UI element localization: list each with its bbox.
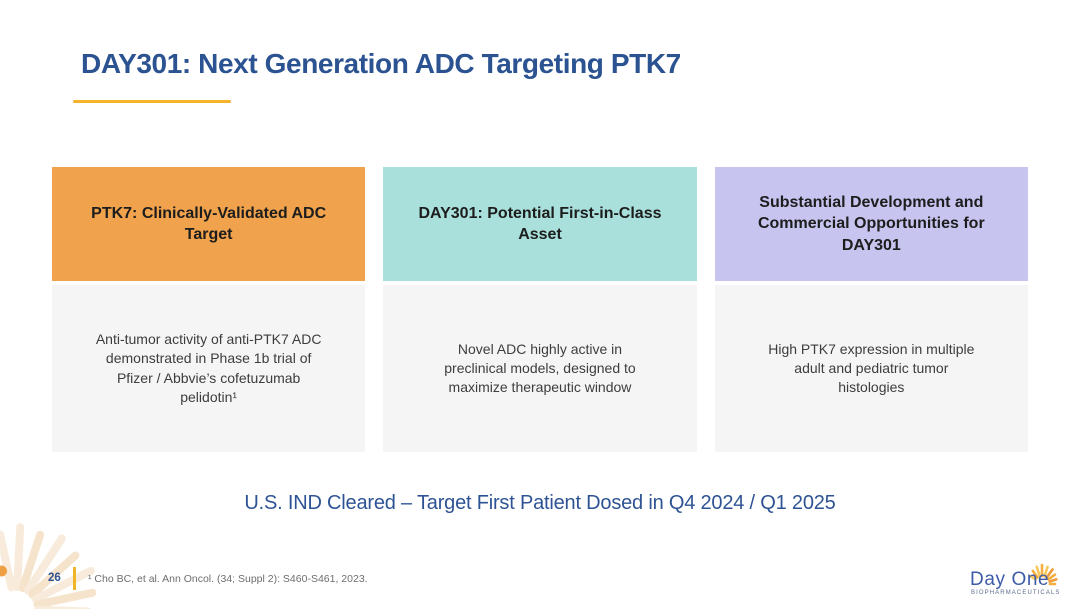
column-day301-asset: DAY301: Potential First-in-Class Asset N… [383,167,697,452]
corner-sunburst-decoration [0,523,97,609]
column-body-text: Novel ADC highly active in preclinical m… [444,340,636,396]
column-body: Novel ADC highly active in preclinical m… [383,285,697,452]
column-body-text: High PTK7 expression in multiple adult a… [768,340,975,396]
page-title: DAY301: Next Generation ADC Targeting PT… [81,48,681,79]
logo-sunburst-icon [1029,563,1058,586]
logo-subtext: BIOPHARMACEUTICALS [971,590,1061,596]
column-opportunities: Substantial Development and Commercial O… [714,167,1028,452]
column-ptk7-target: PTK7: Clinically-Validated ADC Target An… [52,167,366,452]
day-one-logo: Day One BIOPHARMACEUTICALS [966,550,1076,602]
page-number: 26 [48,572,61,584]
three-column-layout: PTK7: Clinically-Validated ADC Target An… [52,167,1028,452]
column-header: DAY301: Potential First-in-Class Asset [383,167,697,281]
column-header: PTK7: Clinically-Validated ADC Target [52,167,366,281]
footer-divider [73,567,76,590]
column-body-text: Anti-tumor activity of anti-PTK7 ADC dem… [95,330,322,405]
column-body: Anti-tumor activity of anti-PTK7 ADC dem… [52,285,366,452]
ind-clearance-statement: U.S. IND Cleared – Target First Patient … [244,492,836,514]
column-header-label: PTK7: Clinically-Validated ADC Target [91,204,327,243]
title-underline [73,100,231,103]
footnote-citation: ¹ Cho BC, et al. Ann Oncol. (34; Suppl 2… [88,573,368,585]
column-header-label: Substantial Development and Commercial O… [757,194,985,254]
column-header: Substantial Development and Commercial O… [714,167,1028,281]
logo-wordmark: Day One [970,569,1050,590]
column-header-label: DAY301: Potential First-in-Class Asset [418,204,662,243]
column-body: High PTK7 expression in multiple adult a… [714,285,1028,452]
